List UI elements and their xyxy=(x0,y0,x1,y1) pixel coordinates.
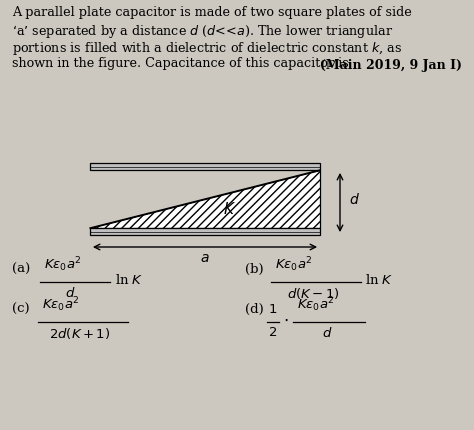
Text: $\cdot$: $\cdot$ xyxy=(283,311,289,328)
Text: (a): (a) xyxy=(12,262,30,275)
Text: $d$: $d$ xyxy=(65,286,75,299)
Text: ln $K$: ln $K$ xyxy=(365,272,393,286)
Text: ln $K$: ln $K$ xyxy=(115,272,144,286)
Text: $K\varepsilon_0 a^2$: $K\varepsilon_0 a^2$ xyxy=(44,255,82,273)
Text: (Main 2019, 9 Jan I): (Main 2019, 9 Jan I) xyxy=(320,59,462,72)
Text: $K\varepsilon_0 a^2$: $K\varepsilon_0 a^2$ xyxy=(275,255,313,273)
Bar xyxy=(90,164,320,171)
Text: $d$: $d$ xyxy=(322,325,332,339)
Text: ‘a’ separated by a distance $d$ ($d$<<$a$). The lower triangular: ‘a’ separated by a distance $d$ ($d$<<$a… xyxy=(12,23,393,40)
Text: $d$: $d$ xyxy=(349,192,360,207)
Text: $1$: $1$ xyxy=(268,302,278,315)
Bar xyxy=(90,228,320,236)
Text: $K\varepsilon_0 a^2$: $K\varepsilon_0 a^2$ xyxy=(297,295,335,313)
Text: $2$: $2$ xyxy=(268,325,278,338)
Polygon shape xyxy=(90,171,320,228)
Text: (c): (c) xyxy=(12,302,30,315)
Text: $K\varepsilon_0 a^2$: $K\varepsilon_0 a^2$ xyxy=(42,295,80,313)
Text: $K$: $K$ xyxy=(224,200,237,216)
Text: (d): (d) xyxy=(245,302,264,315)
Text: $2d(K+1)$: $2d(K+1)$ xyxy=(49,325,111,340)
Text: portions is filled with a dielectric of dielectric constant $k$, as: portions is filled with a dielectric of … xyxy=(12,40,402,57)
Text: $a$: $a$ xyxy=(200,250,210,264)
Text: A parallel plate capacitor is made of two square plates of side: A parallel plate capacitor is made of tw… xyxy=(12,6,412,19)
Text: (b): (b) xyxy=(245,262,264,275)
Text: $d(K-1)$: $d(K-1)$ xyxy=(286,286,339,300)
Text: shown in the figure. Capacitance of this capacitor is: shown in the figure. Capacitance of this… xyxy=(12,57,349,70)
